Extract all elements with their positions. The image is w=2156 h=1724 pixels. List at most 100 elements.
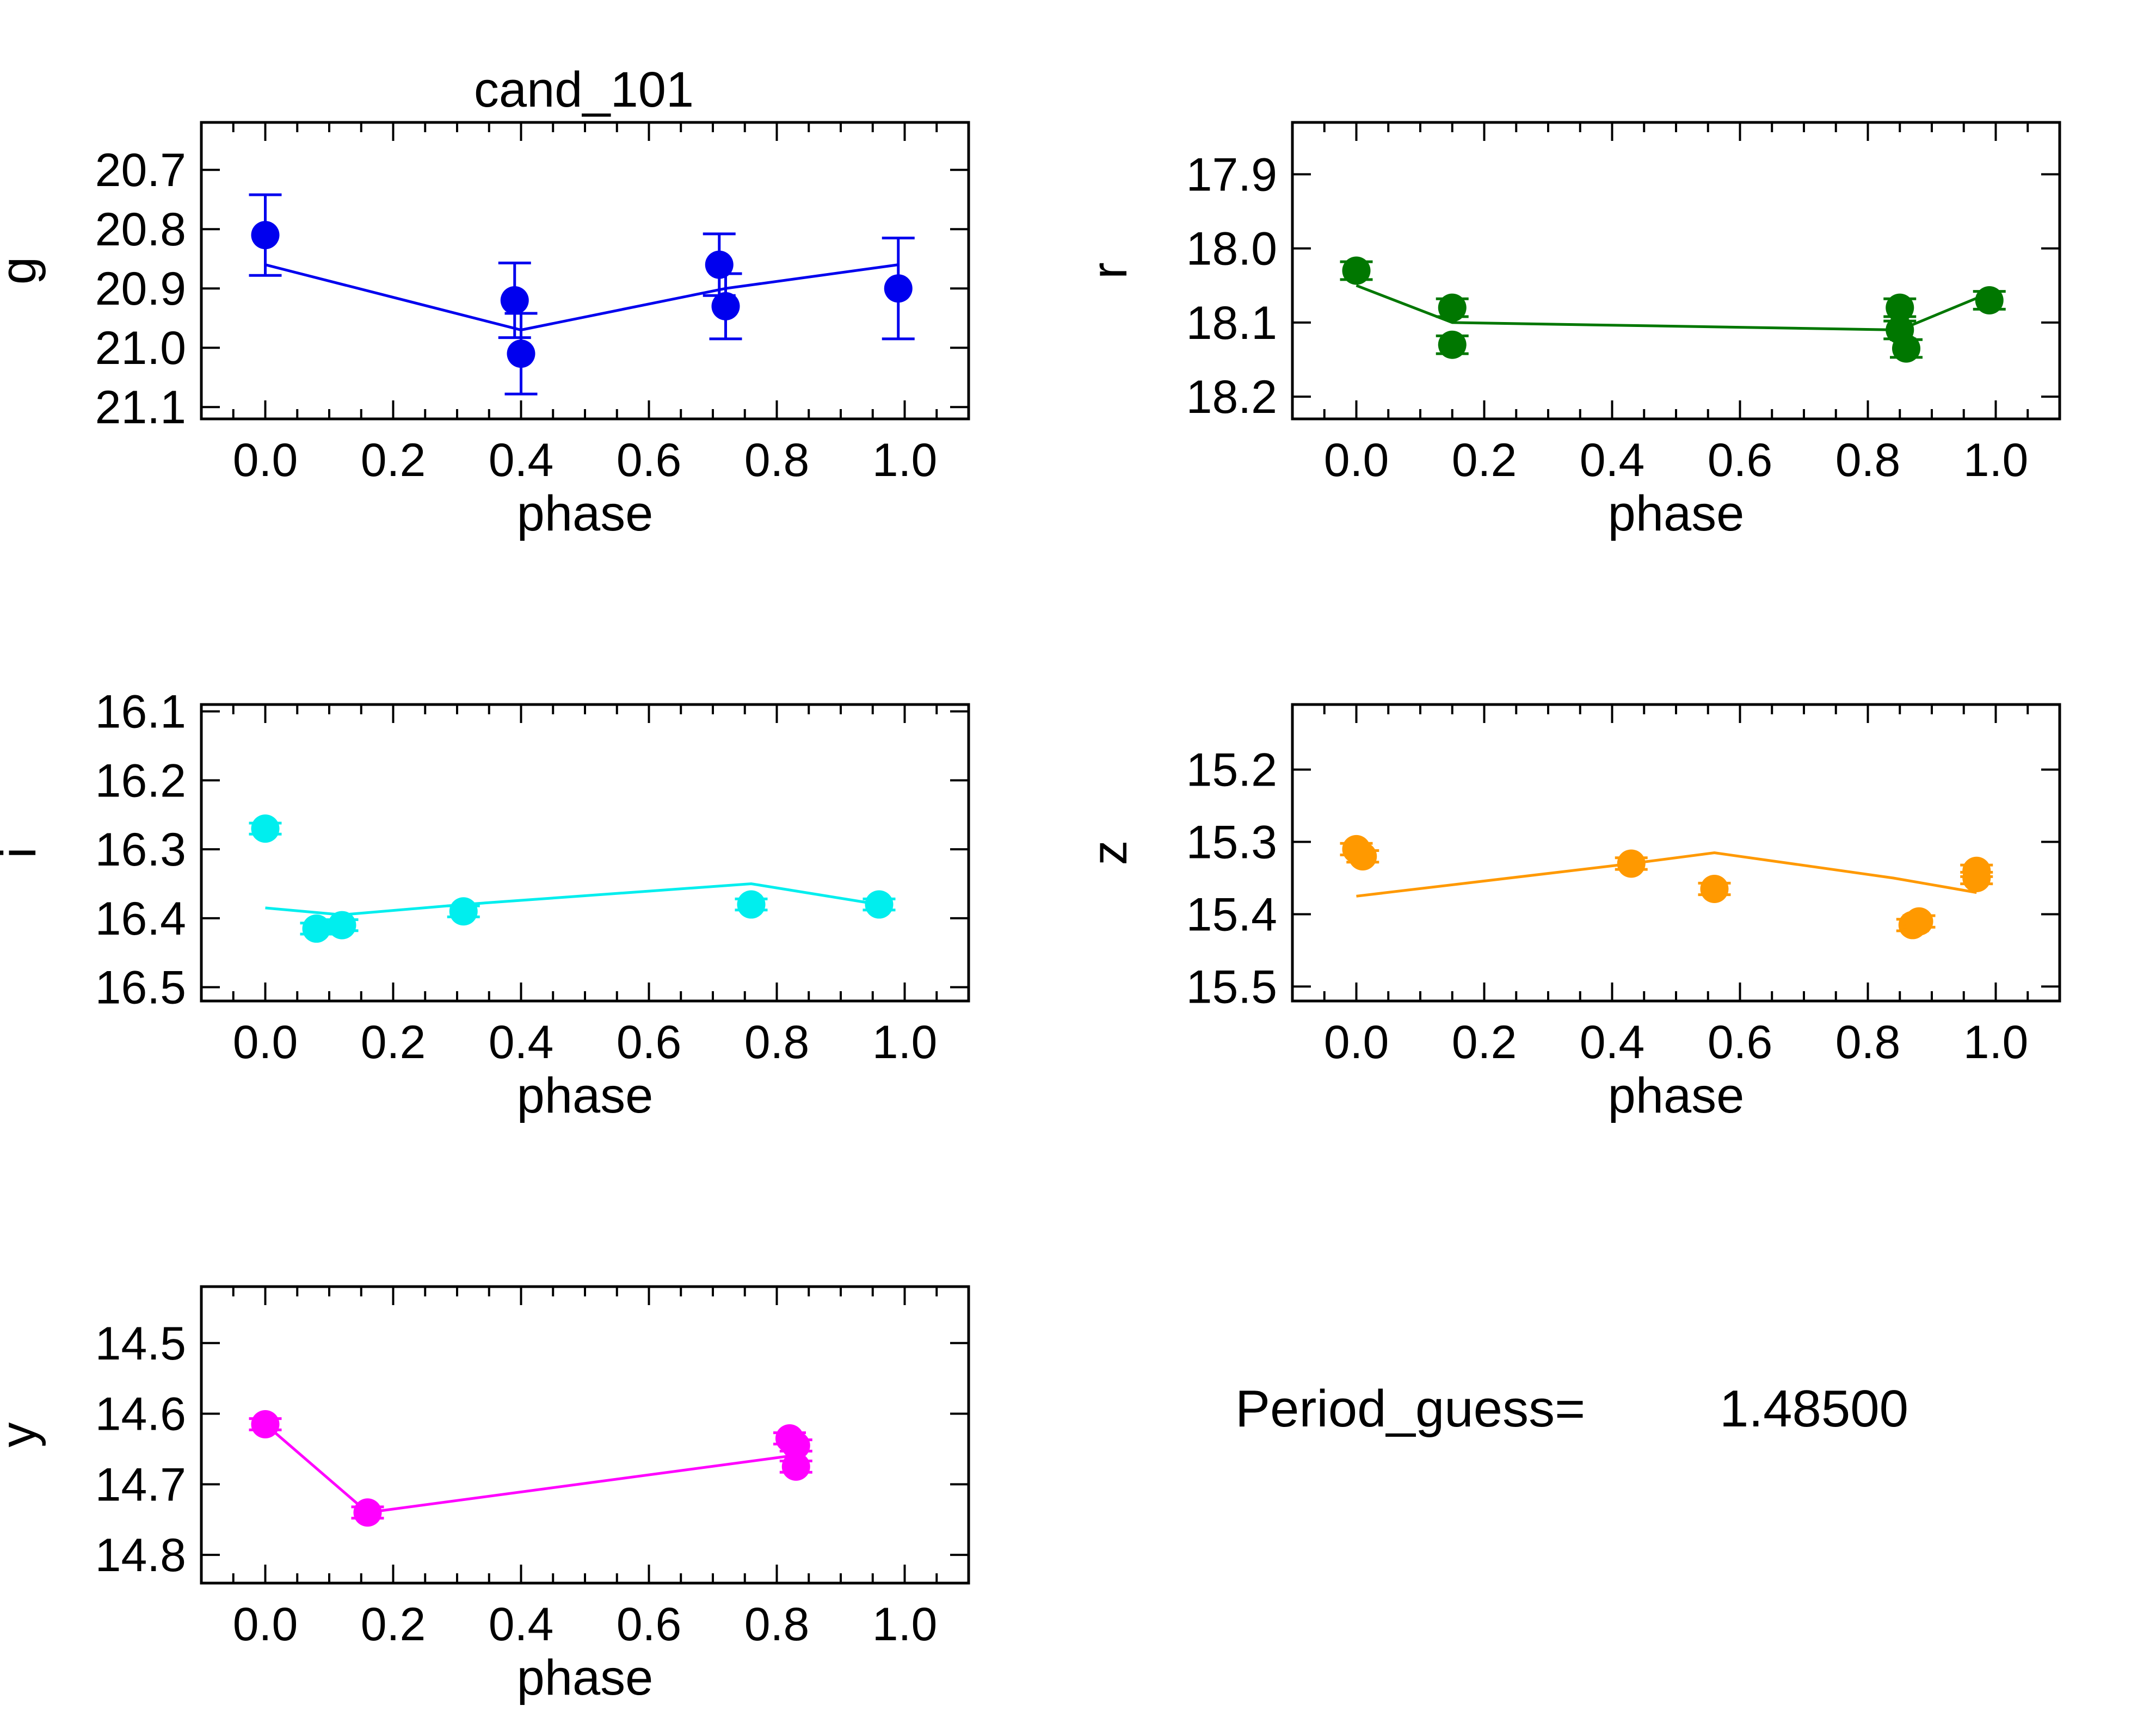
y-tick-label: 18.1	[1186, 297, 1277, 349]
data-point-group	[1615, 849, 1648, 878]
y-tick-label: 17.9	[1186, 149, 1277, 201]
figure-title: cand_101	[474, 62, 694, 118]
x-tick-label: 1.0	[1963, 1016, 2029, 1068]
light-curve-panels: 0.0 0.2 0.4 0.6 0.8 1.0 20.7 20.8 20.9 21.0 21.1 ph…	[0, 121, 2061, 1706]
data-point	[1892, 334, 1920, 363]
x-tick-label: 0.0	[1324, 1016, 1389, 1068]
x-tick-label: 0.4	[1580, 1016, 1645, 1068]
x-axis-label: phase	[517, 1650, 654, 1706]
data-point	[1342, 256, 1371, 285]
data-point	[353, 1498, 382, 1527]
y-axis-label: i	[0, 847, 46, 858]
x-tick-label: 0.2	[361, 434, 426, 486]
y-tick-label: 15.2	[1186, 744, 1277, 796]
y-axis-label: g	[0, 257, 46, 285]
y-tick-label: 15.3	[1186, 817, 1277, 869]
x-tick-label: 0.6	[1708, 1016, 1773, 1068]
model-curve	[1356, 851, 1977, 898]
data-point	[251, 1410, 280, 1439]
data-point	[781, 1452, 810, 1481]
data-point	[737, 890, 766, 919]
y-tick-label: 20.7	[95, 144, 186, 196]
x-tick-label: 0.2	[361, 1016, 426, 1068]
y-tick-label: 18.2	[1186, 371, 1277, 423]
x-axis-label: phase	[1608, 1068, 1745, 1123]
y-tick-label: 16.2	[95, 755, 186, 807]
data-point	[328, 911, 356, 940]
x-tick-label: 0.4	[489, 1598, 554, 1651]
y-tick-label: 14.8	[95, 1529, 186, 1581]
x-tick-label: 0.6	[617, 1016, 682, 1068]
data-point	[1905, 907, 1933, 936]
x-tick-label: 0.8	[1835, 434, 1901, 486]
data-point	[251, 814, 280, 843]
y-tick-label: 20.9	[95, 263, 186, 315]
x-tick-label: 0.0	[233, 434, 298, 486]
data-point-group	[779, 1431, 812, 1460]
data-point	[1348, 842, 1377, 871]
x-tick-label: 0.2	[1452, 434, 1517, 486]
data-point	[1886, 293, 1914, 322]
period-guess-value: 1.48500	[1720, 1380, 1908, 1438]
data-point	[1617, 849, 1646, 878]
data-point-group	[735, 890, 768, 919]
x-tick-label: 0.4	[489, 434, 554, 486]
data-point-group	[351, 1498, 384, 1527]
x-tick-label: 0.2	[361, 1598, 426, 1651]
data-point-group	[249, 193, 282, 277]
data-point	[781, 1431, 810, 1460]
data-point-group	[504, 312, 538, 396]
model-curve	[264, 263, 899, 332]
data-point-group	[498, 261, 531, 339]
x-axis-label: phase	[1608, 486, 1745, 541]
data-point-group	[1340, 256, 1373, 285]
data-point	[1975, 286, 2004, 314]
data-point-group	[1346, 842, 1379, 871]
x-tick-label: 0.8	[744, 434, 810, 486]
data-point	[711, 292, 740, 320]
x-tick-label: 0.6	[617, 1598, 682, 1651]
y-tick-label: 15.4	[1186, 888, 1277, 941]
x-tick-label: 1.0	[872, 1016, 938, 1068]
data-point-group	[300, 914, 333, 943]
data-point	[500, 286, 529, 314]
data-point-group	[1698, 874, 1731, 903]
x-axis-label: phase	[517, 486, 654, 541]
data-point	[1700, 874, 1729, 903]
data-point-group	[1890, 334, 1923, 363]
x-tick-label: 1.0	[1963, 434, 2029, 486]
data-point-group	[1902, 907, 1936, 936]
data-point-group	[325, 911, 359, 940]
x-tick-label: 0.0	[233, 1016, 298, 1068]
y-tick-label: 21.0	[95, 322, 186, 374]
panel-g: 0.0 0.2 0.4 0.6 0.8 1.0 20.7 20.8 20.9 21.0 21.1 ph…	[0, 121, 970, 541]
data-point	[1438, 330, 1467, 359]
y-tick-label: 18.0	[1186, 223, 1277, 275]
data-point-group	[447, 897, 480, 926]
x-tick-label: 0.8	[744, 1598, 810, 1651]
data-point-group	[249, 814, 282, 843]
x-tick-label: 0.0	[233, 1598, 298, 1651]
data-point-group	[863, 890, 896, 919]
data-point	[705, 250, 734, 279]
y-tick-label: 14.5	[95, 1318, 186, 1370]
x-tick-label: 0.4	[1580, 434, 1645, 486]
data-point-group	[1436, 330, 1469, 359]
period-guess-label: Period_guess=	[1235, 1380, 1585, 1438]
period-annotation: Period_guess= 1.48500	[1235, 1380, 1908, 1438]
panel-r: 0.0 0.2 0.4 0.6 0.8 1.0 17.9 18.0 18.1 18.2 phase r	[1082, 121, 2061, 541]
data-point	[865, 890, 894, 919]
data-point-group	[779, 1452, 812, 1481]
x-tick-label: 1.0	[872, 1598, 938, 1651]
x-tick-label: 0.2	[1452, 1016, 1517, 1068]
y-tick-label: 14.6	[95, 1388, 186, 1441]
data-point-group	[709, 272, 742, 341]
data-point	[449, 897, 478, 926]
data-point-group	[882, 237, 915, 341]
x-tick-label: 0.4	[489, 1016, 554, 1068]
data-point-group	[1436, 293, 1469, 322]
y-axis-label: z	[1082, 841, 1137, 866]
y-tick-label: 16.1	[95, 686, 186, 738]
